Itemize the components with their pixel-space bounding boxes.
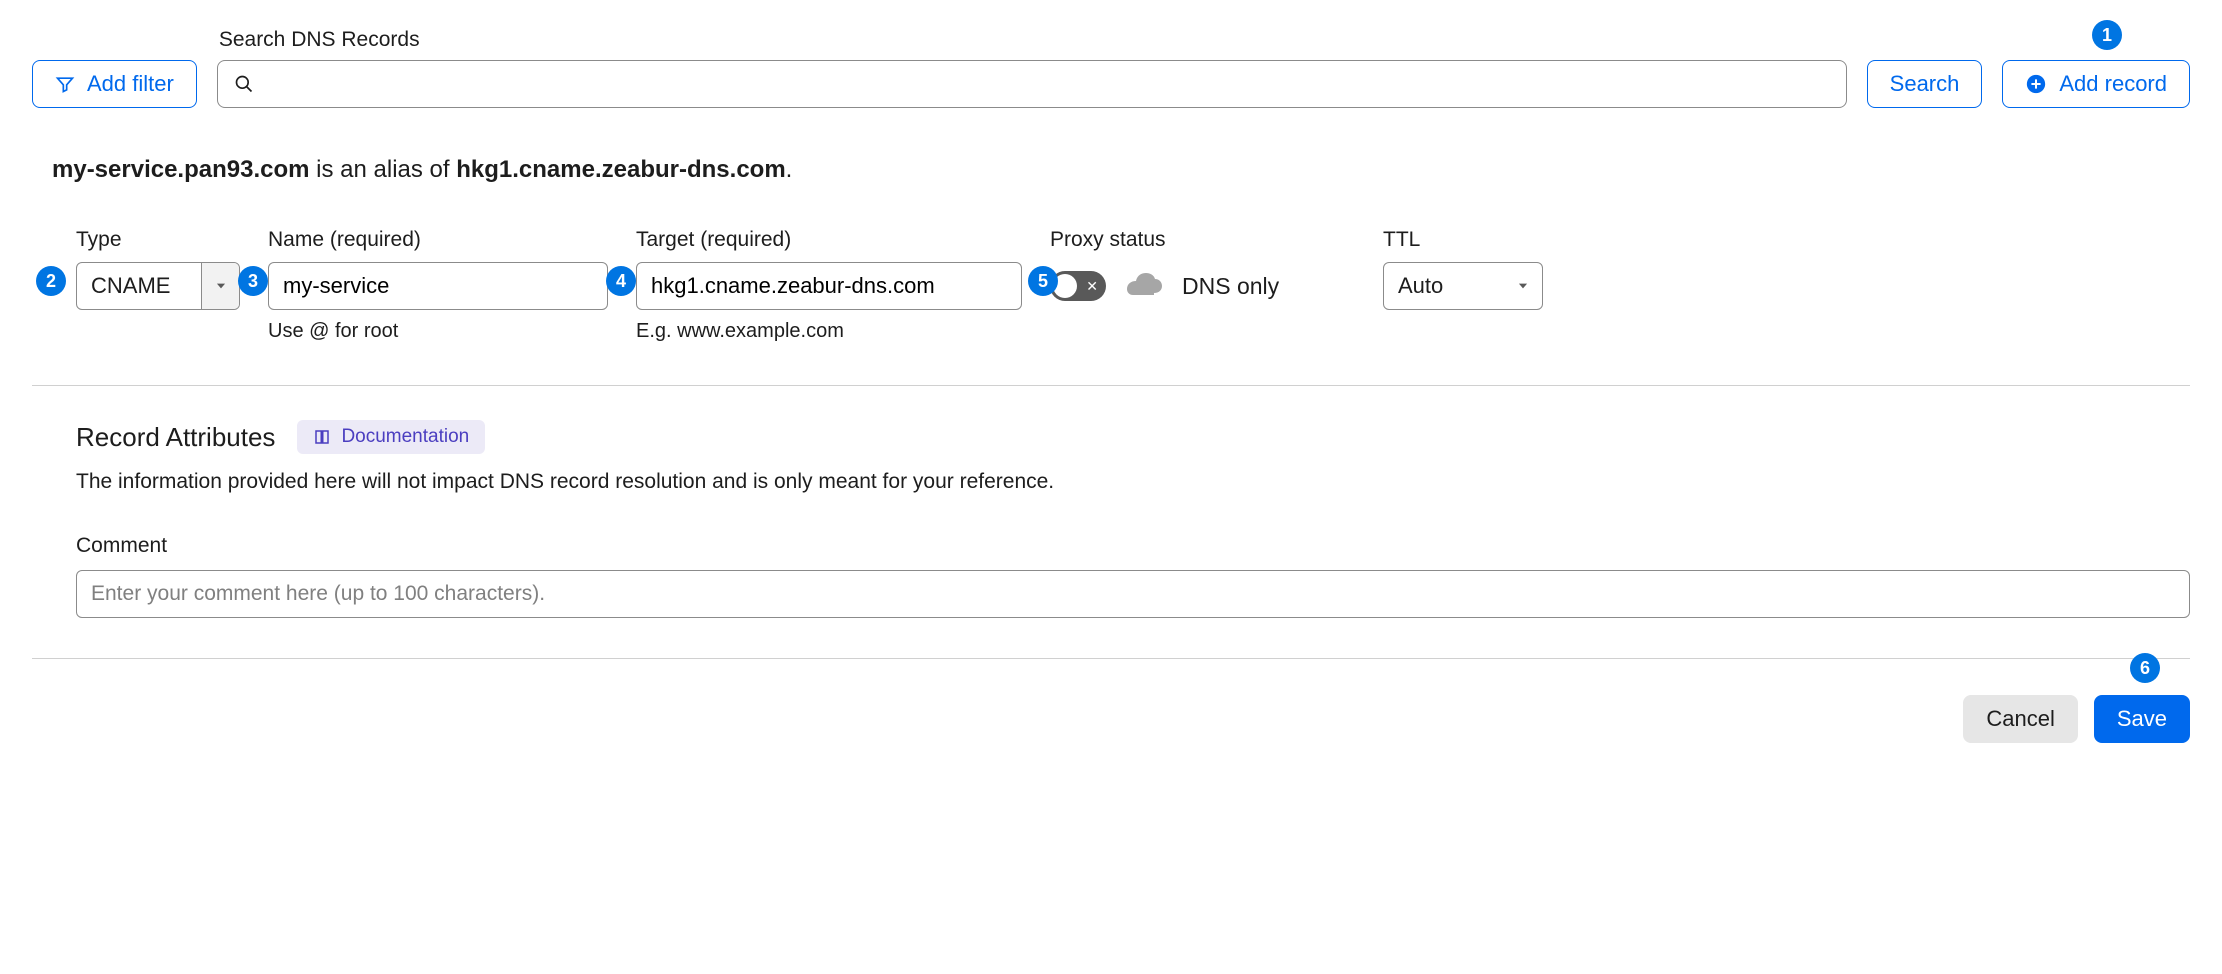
add-record-label: Add record	[2059, 71, 2167, 97]
callout-badge-6: 6	[2130, 653, 2160, 683]
form-actions: Cancel 6 Save	[32, 695, 2190, 743]
ttl-value: Auto	[1384, 263, 1504, 309]
target-label: Target (required)	[636, 228, 1022, 252]
cancel-button[interactable]: Cancel	[1963, 695, 2077, 743]
save-button[interactable]: Save	[2094, 695, 2190, 743]
callout-badge-5: 5	[1028, 266, 1058, 296]
alias-suffix: .	[786, 156, 793, 183]
save-wrap: 6 Save	[2094, 695, 2190, 743]
alias-summary: my-service.pan93.com is an alias of hkg1…	[52, 156, 2190, 184]
proxy-toggle[interactable]: ✕	[1050, 271, 1106, 301]
book-icon	[313, 428, 331, 446]
name-input[interactable]	[283, 273, 593, 299]
name-hint: Use @ for root	[268, 320, 608, 343]
plus-circle-icon	[2025, 73, 2047, 95]
attrs-header: Record Attributes Documentation	[76, 420, 2190, 454]
section-divider	[32, 385, 2190, 386]
section-divider	[32, 658, 2190, 659]
search-input-wrap[interactable]	[217, 60, 1847, 108]
name-field: 3 Name (required) Use @ for root	[268, 228, 608, 343]
documentation-label: Documentation	[341, 426, 469, 448]
chevron-down-icon	[1504, 263, 1542, 309]
filter-icon	[55, 74, 75, 94]
save-label: Save	[2117, 706, 2167, 732]
proxy-status-text: DNS only	[1182, 273, 1279, 300]
type-value: CNAME	[77, 263, 201, 309]
target-hint: E.g. www.example.com	[636, 320, 1022, 343]
proxy-controls: ✕ DNS only	[1050, 262, 1355, 310]
search-button[interactable]: Search	[1867, 60, 1983, 108]
ttl-field: TTL Auto	[1383, 228, 1543, 310]
record-form-row: 2 Type CNAME 3 Name (required) Use @ for…	[76, 228, 2190, 343]
target-field: 4 Target (required) E.g. www.example.com	[636, 228, 1022, 343]
record-attributes-section: Record Attributes Documentation The info…	[76, 420, 2190, 618]
search-input[interactable]	[266, 72, 1830, 96]
add-filter-button[interactable]: Add filter	[32, 60, 197, 108]
ttl-select[interactable]: Auto	[1383, 262, 1543, 310]
callout-badge-2: 2	[36, 266, 66, 296]
comment-input[interactable]	[76, 570, 2190, 618]
add-record-button[interactable]: Add record	[2002, 60, 2190, 108]
alias-target: hkg1.cname.zeabur-dns.com	[456, 156, 785, 183]
alias-mid: is an alias of	[309, 156, 456, 183]
chevron-down-icon	[201, 263, 239, 309]
target-input-wrap[interactable]	[636, 262, 1022, 310]
search-button-label: Search	[1890, 71, 1960, 97]
search-label: Search DNS Records	[219, 28, 1847, 52]
callout-badge-1: 1	[2092, 20, 2122, 50]
alias-subject: my-service.pan93.com	[52, 156, 309, 183]
ttl-label: TTL	[1383, 228, 1543, 252]
target-input[interactable]	[651, 273, 1007, 299]
cancel-label: Cancel	[1986, 706, 2054, 732]
callout-badge-3: 3	[238, 266, 268, 296]
search-icon	[234, 74, 254, 94]
type-field: 2 Type CNAME	[76, 228, 240, 310]
type-label: Type	[76, 228, 240, 252]
proxy-field: 5 Proxy status ✕ DNS only	[1050, 228, 1355, 310]
close-icon: ✕	[1086, 279, 1098, 293]
attrs-description: The information provided here will not i…	[76, 470, 2190, 494]
callout-badge-4: 4	[606, 266, 636, 296]
name-input-wrap[interactable]	[268, 262, 608, 310]
search-block: Search DNS Records	[217, 28, 1847, 108]
add-filter-label: Add filter	[87, 71, 174, 97]
attrs-title: Record Attributes	[76, 422, 275, 453]
name-label: Name (required)	[268, 228, 608, 252]
proxy-label: Proxy status	[1050, 228, 1355, 252]
cloud-icon	[1124, 273, 1164, 299]
comment-label: Comment	[76, 534, 2190, 558]
type-select[interactable]: CNAME	[76, 262, 240, 310]
documentation-link[interactable]: Documentation	[297, 420, 485, 454]
add-record-wrap: 1 Add record	[2002, 60, 2190, 108]
top-toolbar: Add filter Search DNS Records Search 1 A…	[32, 28, 2190, 108]
